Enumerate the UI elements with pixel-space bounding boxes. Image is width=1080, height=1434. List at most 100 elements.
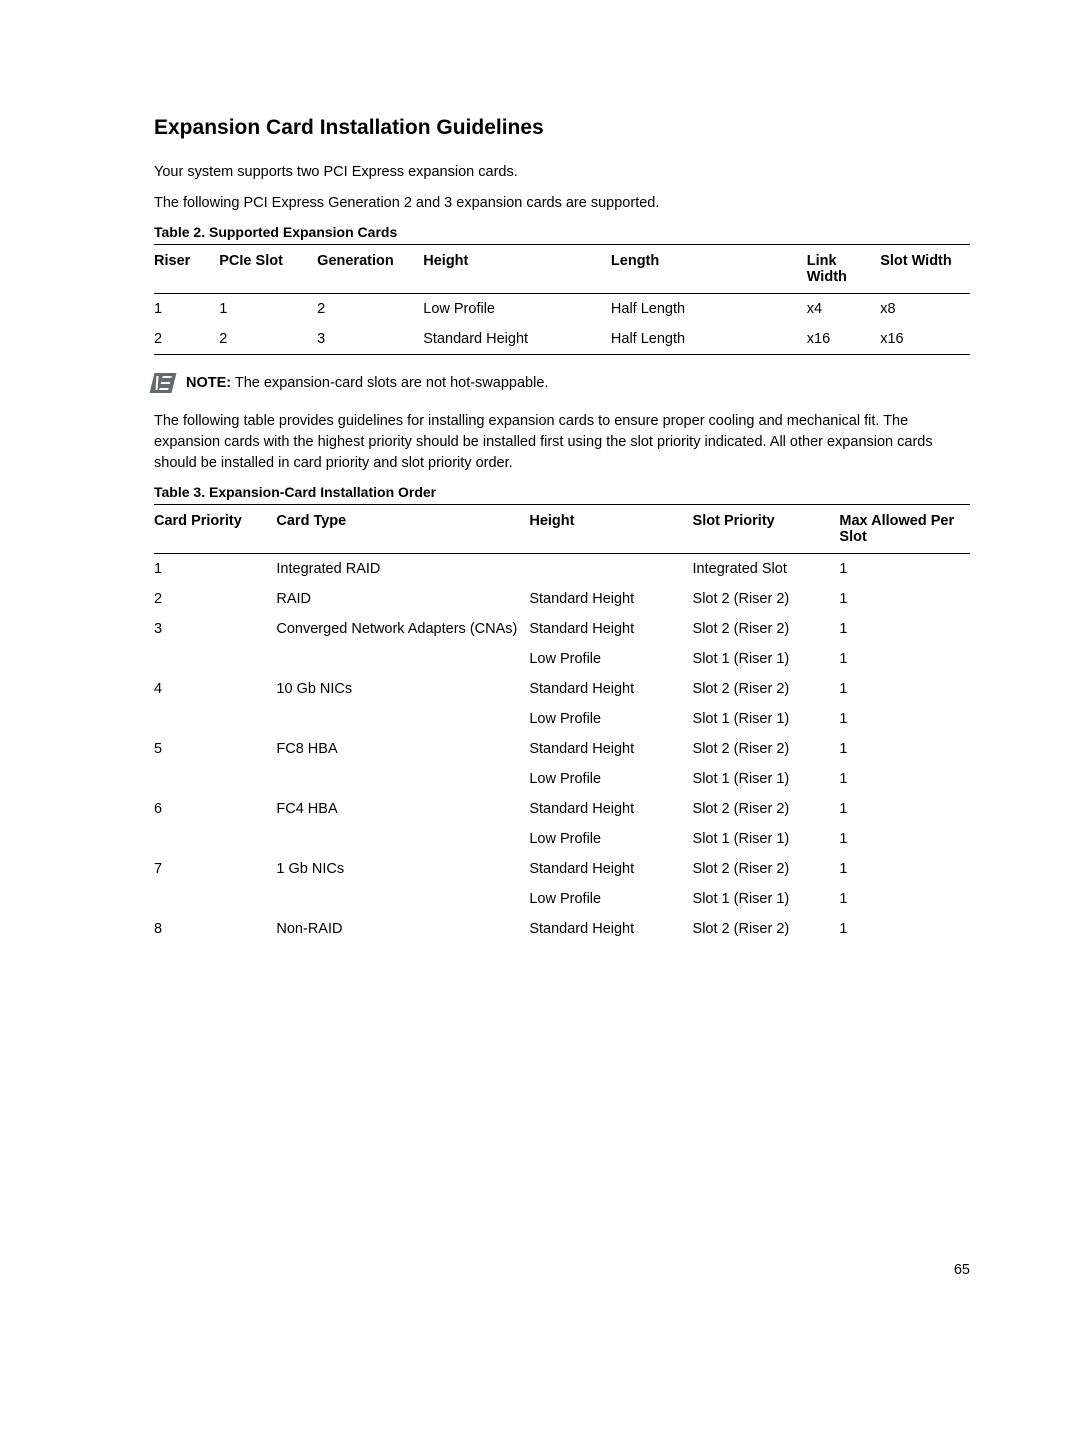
table2-header: Height [529,505,692,554]
table-cell: Non-RAID [276,914,529,944]
table-cell: Converged Network Adapters (CNAs) [276,614,529,644]
table-cell: 6 [154,794,276,824]
table-cell: 1 [839,914,970,944]
note-body: The expansion-card slots are not hot-swa… [231,375,548,391]
table-cell: 1 [839,854,970,884]
table-cell: Slot 2 (Riser 2) [693,614,840,644]
table-cell: Slot 1 (Riser 1) [693,764,840,794]
table1-header: PCIe Slot [219,245,317,294]
table-cell [154,884,276,914]
table2-header: Slot Priority [693,505,840,554]
table-cell: Low Profile [529,704,692,734]
table-cell [529,554,692,585]
note-label: NOTE: [186,375,231,391]
table-cell: Slot 2 (Riser 2) [693,734,840,764]
intro-para-1: Your system supports two PCI Express exp… [154,162,970,183]
table-cell: 1 [219,294,317,325]
table-cell: 8 [154,914,276,944]
table-cell: 1 [839,704,970,734]
table-cell: 1 [839,884,970,914]
table-cell: Standard Height [529,614,692,644]
table-cell: 3 [317,324,423,355]
table2-header: Max Allowed Per Slot [839,505,970,554]
table-cell: 1 [839,614,970,644]
table-cell [276,644,529,674]
supported-expansion-cards-table: RiserPCIe SlotGenerationHeightLengthLink… [154,244,970,355]
table-cell: Slot 2 (Riser 2) [693,674,840,704]
table-cell: Slot 1 (Riser 1) [693,704,840,734]
table-cell: 5 [154,734,276,764]
table-cell: Standard Height [529,914,692,944]
table-cell: 2 [154,324,219,355]
table-cell: Slot 2 (Riser 2) [693,914,840,944]
guidelines-para: The following table provides guidelines … [154,411,970,474]
table-cell: 4 [154,674,276,704]
table-cell: 1 [839,674,970,704]
table-cell: x8 [880,294,970,325]
installation-order-table: Card PriorityCard TypeHeightSlot Priorit… [154,504,970,944]
table-cell: 1 [154,554,276,585]
table-row: 5FC8 HBAStandard HeightSlot 2 (Riser 2)1 [154,734,970,764]
table-cell: 1 [839,584,970,614]
table-cell [154,764,276,794]
table-cell: 2 [219,324,317,355]
table-cell: Integrated RAID [276,554,529,585]
table1-header: Link Width [807,245,880,294]
table-cell: 1 [839,734,970,764]
table-cell: x16 [807,324,880,355]
table-cell: 1 [154,294,219,325]
table-cell [276,824,529,854]
table-cell: RAID [276,584,529,614]
table-cell: Low Profile [529,824,692,854]
table-cell: Standard Height [423,324,611,355]
table-cell: Standard Height [529,794,692,824]
table-cell [276,704,529,734]
table-row: 112Low ProfileHalf Lengthx4x8 [154,294,970,325]
intro-para-2: The following PCI Express Generation 2 a… [154,193,970,214]
table-cell: Low Profile [529,884,692,914]
table-cell: Slot 1 (Riser 1) [693,644,840,674]
table-row: 223Standard HeightHalf Lengthx16x16 [154,324,970,355]
table-cell [154,644,276,674]
table-cell: Slot 2 (Riser 2) [693,854,840,884]
table-cell [276,884,529,914]
table-cell [154,704,276,734]
page-number: 65 [0,1022,1080,1278]
table-cell: Slot 1 (Riser 1) [693,824,840,854]
table2-title: Table 3. Expansion-Card Installation Ord… [154,484,970,500]
table1-title: Table 2. Supported Expansion Cards [154,224,970,240]
table-cell: Half Length [611,294,807,325]
table-cell: Slot 2 (Riser 2) [693,794,840,824]
table-cell: Low Profile [529,644,692,674]
table-cell: Slot 1 (Riser 1) [693,884,840,914]
table-cell: Half Length [611,324,807,355]
table-row: 410 Gb NICsStandard HeightSlot 2 (Riser … [154,674,970,704]
table-row: Low ProfileSlot 1 (Riser 1)1 [154,884,970,914]
table1-header: Height [423,245,611,294]
table-cell: Low Profile [423,294,611,325]
table-cell: Standard Height [529,584,692,614]
table2-header: Card Type [276,505,529,554]
table1-header: Length [611,245,807,294]
table-row: 8Non-RAIDStandard HeightSlot 2 (Riser 2)… [154,914,970,944]
table-cell: 2 [154,584,276,614]
table-cell: 1 [839,794,970,824]
table-cell: Low Profile [529,764,692,794]
table-cell: 7 [154,854,276,884]
table-row: Low ProfileSlot 1 (Riser 1)1 [154,644,970,674]
table-row: Low ProfileSlot 1 (Riser 1)1 [154,704,970,734]
table-cell [276,764,529,794]
table-row: 71 Gb NICsStandard HeightSlot 2 (Riser 2… [154,854,970,884]
table-row: 1Integrated RAIDIntegrated Slot1 [154,554,970,585]
table-cell: Integrated Slot [693,554,840,585]
table1-header: Riser [154,245,219,294]
section-heading: Expansion Card Installation Guidelines [154,116,970,140]
table-cell: 2 [317,294,423,325]
table-cell: 1 Gb NICs [276,854,529,884]
table-cell: x4 [807,294,880,325]
table-cell: FC8 HBA [276,734,529,764]
table-row: Low ProfileSlot 1 (Riser 1)1 [154,824,970,854]
table1-header: Generation [317,245,423,294]
table-cell: FC4 HBA [276,794,529,824]
table2-header: Card Priority [154,505,276,554]
